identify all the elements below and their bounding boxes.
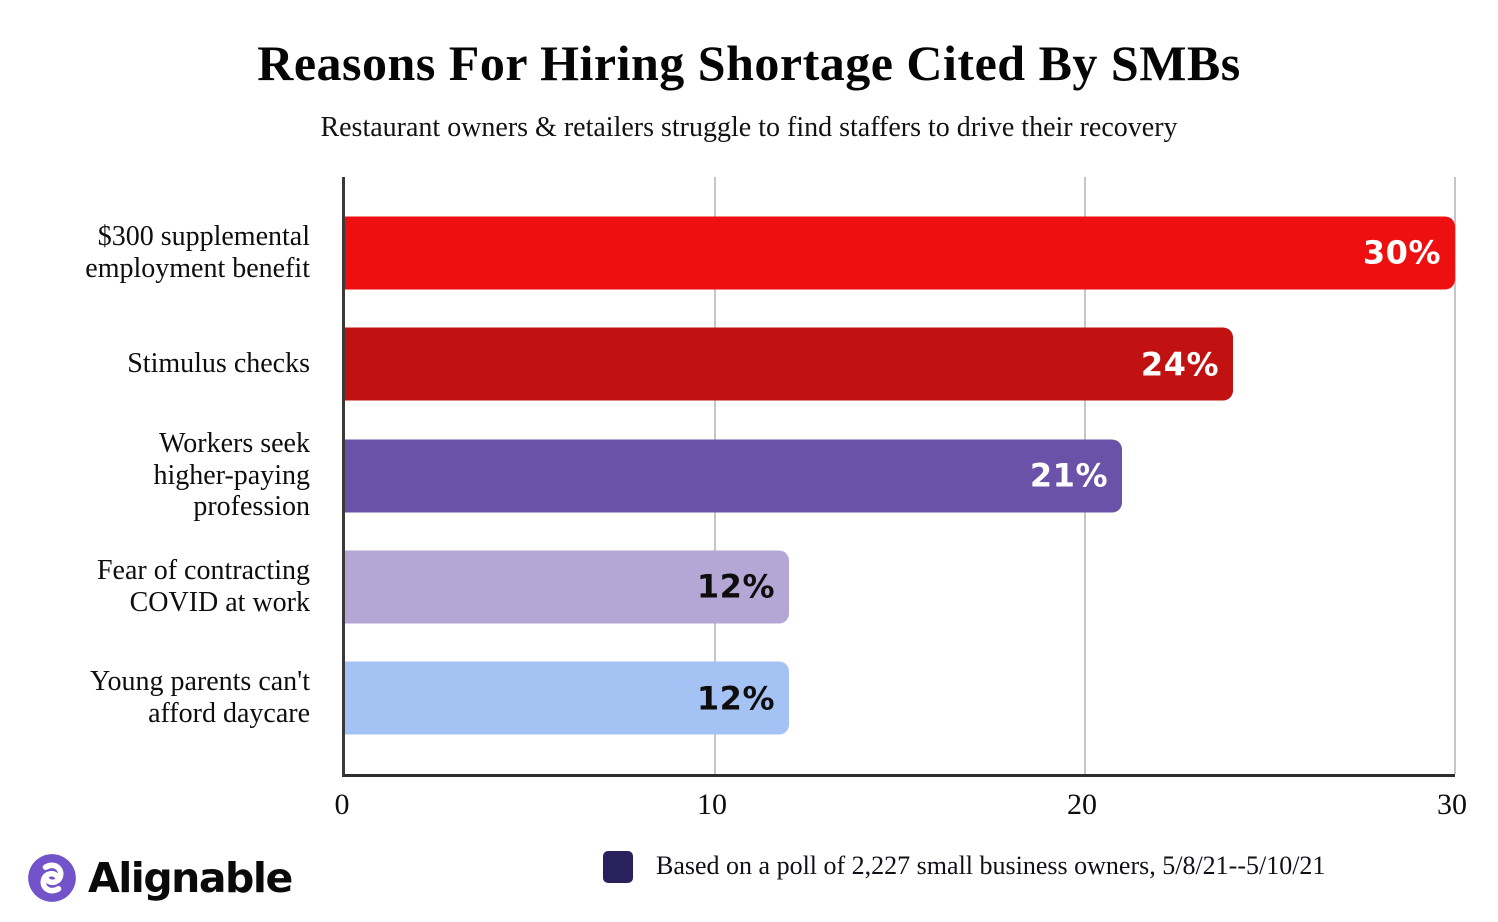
legend-note: Based on a poll of 2,227 small business …	[656, 851, 1326, 880]
category-label: $300 supplemental employment benefit	[85, 220, 310, 284]
bar-rows: 30% 24% 21% 12% 12%	[345, 197, 1455, 754]
bar: 24%	[345, 327, 1233, 401]
bar: 12%	[345, 661, 789, 735]
category-label: Fear of contracting COVID at work	[96, 555, 310, 618]
bar-row: 21%	[345, 420, 1455, 531]
x-axis-ticks: 0 10 20 30	[335, 788, 1468, 830]
legend-swatch	[603, 851, 633, 883]
alignable-wordmark: Alignable	[88, 854, 293, 902]
x-tick-label: 10	[697, 788, 727, 821]
source-legend: Based on a poll of 2,227 small business …	[603, 849, 1325, 883]
x-tick-label: 30	[1437, 788, 1467, 821]
bar-value-label: 24%	[1140, 345, 1219, 384]
bar-value-label: 21%	[1029, 456, 1108, 495]
bar-row: 24%	[345, 308, 1455, 419]
plot-area: 30% 24% 21% 12% 12%	[342, 177, 1456, 777]
page-title: Reasons For Hiring Shortage Cited By SMB…	[257, 35, 1241, 91]
bar-value-label: 30%	[1362, 233, 1441, 272]
bar: 30%	[345, 216, 1455, 290]
bar-row: 12%	[345, 643, 1455, 754]
bar-value-label: 12%	[696, 679, 775, 718]
alignable-swirl-icon	[28, 854, 76, 902]
category-label: Workers seek higher-paying profession	[153, 427, 310, 523]
x-tick-label: 20	[1067, 788, 1097, 821]
category-labels: $300 supplemental employment benefit Stim…	[0, 177, 326, 774]
category-label: Young parents can't afford daycare	[90, 666, 310, 730]
bar: 21%	[345, 439, 1122, 513]
bar-row: 12%	[345, 531, 1455, 642]
bar: 12%	[345, 550, 789, 624]
category-label: Stimulus checks	[127, 348, 310, 380]
x-tick-label: 0	[334, 788, 350, 821]
alignable-logo: Alignable	[26, 852, 293, 904]
page-subtitle: Restaurant owners & retailers struggle t…	[320, 112, 1178, 143]
bar-value-label: 12%	[696, 567, 775, 606]
bar-row: 30%	[345, 197, 1455, 308]
vertical-gridline	[1454, 177, 1456, 774]
